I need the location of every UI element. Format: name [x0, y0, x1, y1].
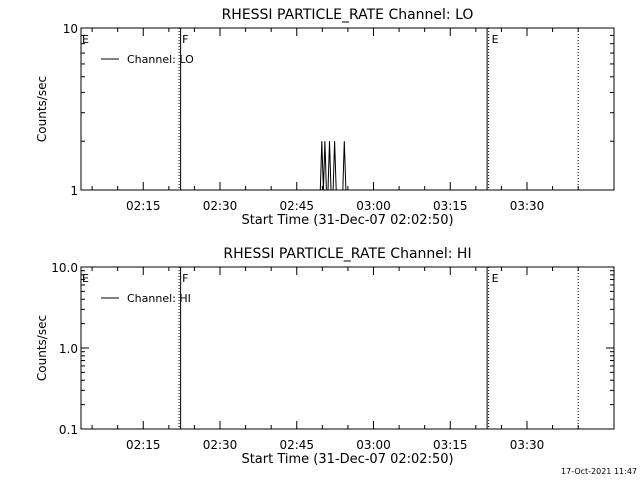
y-tick-label: 1.0	[59, 342, 78, 356]
y-tick-label: 10	[63, 22, 78, 36]
event-label: E	[492, 33, 499, 46]
x-tick-label: 02:30	[203, 199, 238, 213]
legend-label: Channel: HI	[127, 292, 191, 305]
event-label: F	[182, 33, 188, 46]
legend-label: Channel: LO	[127, 53, 194, 66]
x-tick-label: 02:45	[279, 199, 314, 213]
x-axis-label: Start Time (31-Dec-07 02:02:50)	[241, 452, 453, 467]
x-tick-label: 03:15	[433, 199, 468, 213]
y-tick-label: 0.1	[59, 423, 78, 437]
event-label: F	[182, 272, 188, 285]
series-line	[312, 141, 348, 191]
x-tick-label: 03:00	[356, 438, 391, 452]
x-tick-label: 03:30	[510, 199, 545, 213]
x-tick-label: 02:30	[203, 438, 238, 452]
event-label: E	[492, 272, 499, 285]
event-label-left: E	[82, 272, 89, 285]
y-tick-label: 10.0	[51, 261, 78, 275]
x-tick-label: 02:15	[126, 199, 161, 213]
x-axis-label: Start Time (31-Dec-07 02:02:50)	[241, 213, 453, 228]
x-tick-label: 02:15	[126, 438, 161, 452]
y-axis-label: Counts/sec	[35, 315, 49, 381]
x-tick-label: 03:15	[433, 438, 468, 452]
y-axis-label: Counts/sec	[35, 76, 49, 142]
chart-title: RHESSI PARTICLE_RATE Channel: LO	[222, 7, 474, 23]
event-label-left: E	[82, 33, 89, 46]
x-tick-label: 03:30	[510, 438, 545, 452]
x-tick-label: 02:45	[279, 438, 314, 452]
y-tick-label: 1	[70, 184, 78, 198]
x-tick-label: 03:00	[356, 199, 391, 213]
chart-title: RHESSI PARTICLE_RATE Channel: HI	[223, 246, 471, 262]
generation-timestamp: 17-Oct-2021 11:47	[561, 467, 637, 476]
